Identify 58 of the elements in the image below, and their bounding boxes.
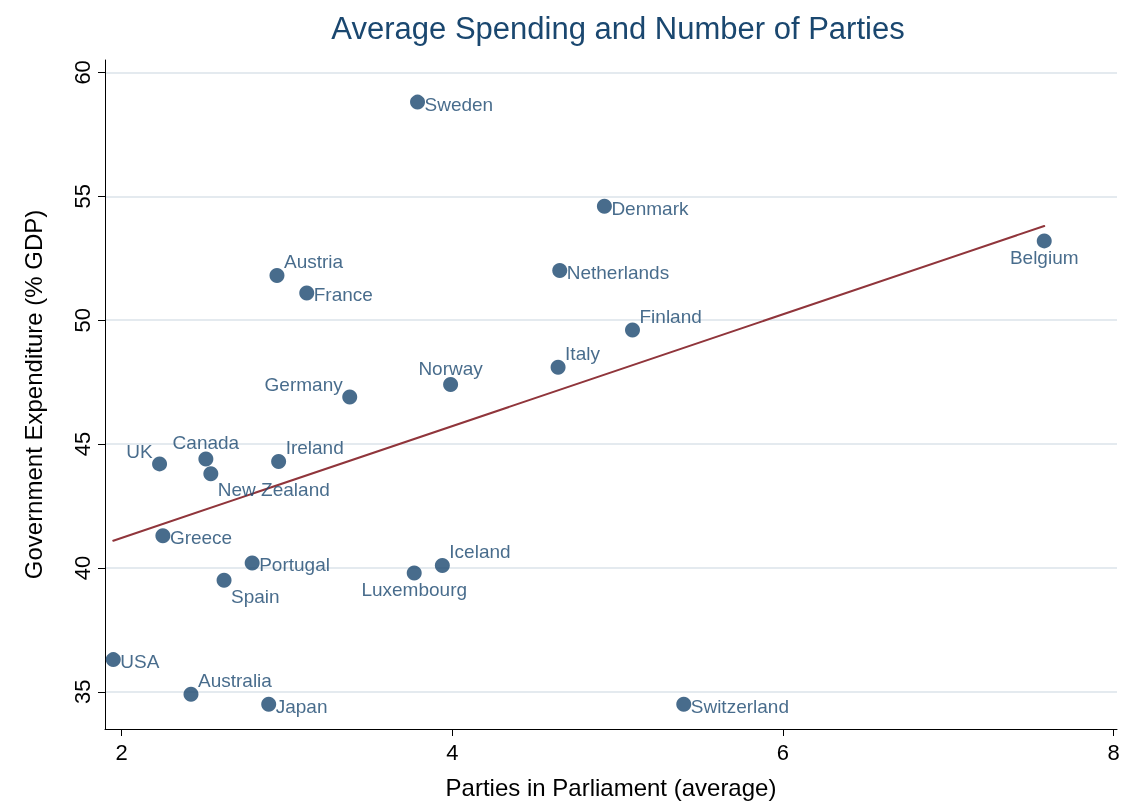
annotation: Denmark	[611, 197, 689, 219]
point	[183, 686, 199, 702]
annotation: Switzerland	[690, 695, 789, 717]
y-tick-label: 35	[69, 679, 95, 705]
annotation: Norway	[418, 357, 484, 379]
point	[676, 696, 692, 712]
annotation: Netherlands	[566, 262, 670, 284]
annotation: Italy	[565, 342, 601, 364]
point	[271, 453, 287, 469]
annotation: Germany	[264, 374, 344, 396]
point	[552, 263, 568, 279]
x-tick-label: 6	[776, 739, 790, 765]
point	[216, 572, 232, 588]
y-tick-label: 40	[69, 555, 95, 581]
annotation: Ireland	[285, 436, 344, 458]
y-tick-label: 55	[69, 184, 95, 209]
annotation: UK	[126, 441, 153, 463]
annotation: USA	[120, 651, 160, 673]
point	[434, 557, 450, 573]
point	[261, 696, 277, 712]
point	[406, 565, 422, 581]
annotation: Sweden	[424, 93, 494, 115]
point	[299, 285, 315, 301]
point	[244, 555, 260, 571]
point	[596, 198, 612, 214]
chart-title: Average Spending and Number of Parties	[331, 11, 905, 46]
x-axis-title: Parties in Parliament (average)	[445, 773, 777, 801]
annotation: New Zealand	[217, 479, 330, 501]
y-tick-label: 45	[69, 431, 95, 457]
annotation: Japan	[275, 695, 328, 717]
point	[410, 94, 426, 110]
point	[198, 451, 214, 467]
x-tick-label: 2	[115, 739, 128, 765]
y-axis-title: Government Expenditure (% GDP)	[19, 209, 47, 580]
annotation: Australia	[197, 669, 273, 691]
annotation: Greece	[169, 527, 233, 549]
x-tick-label: 4	[446, 739, 459, 765]
annotation: Austria	[283, 251, 344, 273]
annotation: Finland	[639, 305, 702, 327]
point	[105, 652, 121, 668]
annotation: Spain	[231, 585, 280, 607]
y-tick-label: 60	[69, 60, 95, 85]
point	[155, 528, 171, 544]
point	[550, 359, 566, 375]
y-tick-label: 50	[69, 307, 95, 333]
point	[152, 456, 168, 472]
point	[342, 389, 358, 405]
annotation: Portugal	[259, 554, 330, 576]
annotation: France	[313, 284, 373, 306]
point	[203, 466, 219, 482]
point	[1036, 233, 1052, 249]
point	[625, 322, 640, 338]
annotation: Iceland	[449, 540, 511, 562]
annotation: Luxembourg	[361, 578, 468, 600]
annotation: Belgium	[1009, 246, 1079, 268]
x-tick-label: 8	[1107, 739, 1120, 765]
annotation: Canada	[172, 431, 240, 453]
point	[269, 268, 285, 284]
